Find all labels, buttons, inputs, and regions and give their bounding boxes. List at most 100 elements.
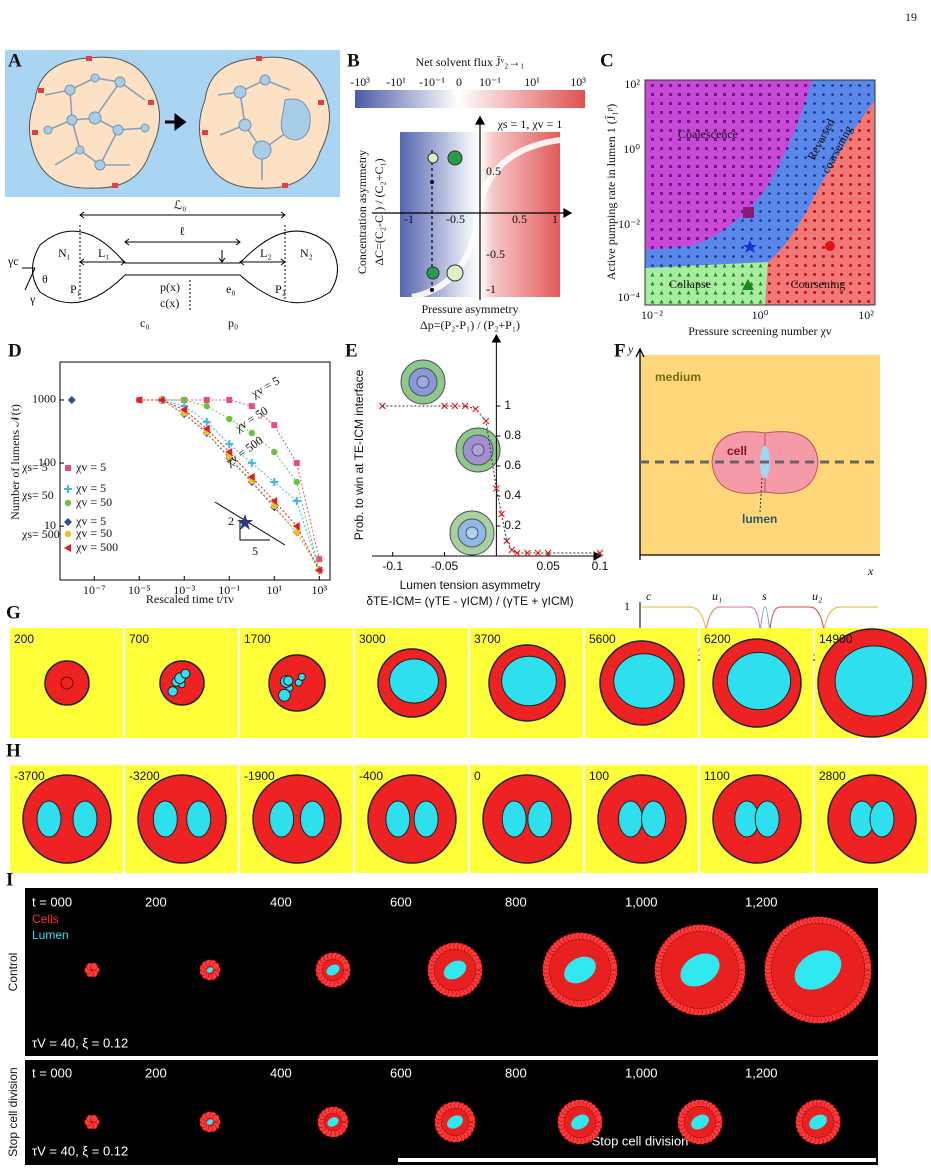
time-label: -3200 (129, 769, 160, 783)
label: medium (655, 370, 701, 384)
point (180, 405, 188, 414)
label: ℓ (179, 224, 185, 238)
series-line (161, 399, 320, 571)
lumen (834, 645, 914, 717)
colorbar-tick: 10⁻¹ (479, 75, 501, 89)
point (596, 549, 604, 557)
panel-i: Control Stop cell division Cells Lumen τ… (6, 888, 878, 1165)
time-label: 700 (129, 632, 149, 646)
schematic (22, 211, 338, 310)
time-label: 100 (589, 769, 609, 783)
time-label: 3700 (474, 632, 501, 646)
time-label: 1100 (704, 769, 730, 783)
x-tick-label: 10² (858, 308, 874, 322)
lumen (726, 651, 792, 711)
point (226, 396, 233, 403)
y-tick-label: 0.2 (504, 518, 521, 532)
y-tick-label: 100 (38, 455, 56, 469)
lumen (613, 653, 675, 709)
x-tick-label: 10⁻⁷ (83, 583, 106, 597)
frame (644, 79, 876, 306)
y-tick-label: 10⁻⁴ (617, 290, 640, 304)
cell (594, 1114, 603, 1122)
time-label: -400 (359, 769, 383, 783)
point (492, 485, 500, 492)
lumen (809, 1114, 827, 1130)
legend-marker (64, 544, 71, 552)
lumen (72, 800, 98, 838)
region-label: Collapse (669, 277, 711, 291)
panel-c: C Coalescence Reversed coarsening Collap… (600, 50, 876, 338)
x-formula: Δp=(P₂-P₁) / (P₂+P₁) (420, 318, 520, 332)
point (248, 403, 255, 410)
lumen (385, 800, 411, 838)
lumen (152, 800, 178, 838)
legend-label: χv = 50 (75, 495, 112, 509)
label: P₂ (275, 282, 286, 296)
legend-marker (64, 530, 72, 538)
panel-label: C (600, 50, 614, 71)
y-label: Prob. to win at TE-ICM interface (352, 369, 366, 540)
point (292, 497, 301, 506)
time-label: 3000 (359, 632, 386, 646)
lumen (60, 676, 74, 690)
point (482, 417, 490, 425)
lumen (564, 956, 596, 984)
label: lumen (742, 512, 777, 526)
cell (474, 962, 483, 970)
legend-group: χs= 50 (21, 488, 54, 502)
x-label: Lumen tension asymmetry (400, 578, 541, 592)
e-icons (400, 359, 501, 556)
embryo-before (29, 56, 161, 189)
point (270, 478, 279, 487)
annotation: 2 (228, 514, 234, 528)
time-label: 14900 (819, 632, 853, 646)
time-label: t = 000 (32, 894, 72, 909)
colorbar-tick: -10⁻¹ (419, 75, 445, 89)
page-number: 19 (905, 10, 917, 24)
cell (340, 1114, 349, 1122)
note: Stop cell division (592, 1133, 689, 1148)
x-tick-label: 10⁻² (641, 308, 663, 322)
lumen (413, 800, 439, 838)
point (508, 546, 516, 554)
region-coarsening (765, 100, 875, 305)
lumen (167, 686, 178, 697)
panel-label: I (6, 869, 13, 890)
embryo (252, 774, 342, 864)
y-tick-label: 0.5 (486, 164, 501, 178)
legend-lumen: Lumen (32, 928, 69, 942)
label: L₁ (98, 246, 110, 260)
point (315, 566, 323, 575)
time-label: 600 (390, 1065, 412, 1080)
point (226, 415, 233, 423)
star (237, 514, 253, 530)
pointer (759, 477, 763, 513)
snapshots: 200 700 1700 3000 3700 5600 6200 14900 -3700 -320… (10, 628, 928, 873)
embryo (482, 774, 572, 864)
cell (90, 962, 98, 971)
lumen (527, 800, 553, 838)
point (378, 402, 386, 410)
lumen (277, 688, 291, 702)
legend-marker (65, 465, 71, 471)
x-label: Rescaled time t/τv (146, 592, 234, 606)
time-label: 1,200 (745, 1065, 778, 1080)
x-formula: δTE-ICM= (γTE - γICM) / (γTE + γICM) (366, 594, 573, 608)
y-tick-label: -0.5 (486, 247, 505, 261)
point (498, 510, 505, 518)
x-label: Pressure asymmetry (422, 302, 519, 316)
colorbar-tick: 10¹ (524, 75, 540, 89)
profile-label: c (646, 589, 652, 603)
series-line (139, 399, 320, 571)
point (248, 429, 255, 437)
y-tick-label: 0.8 (504, 428, 521, 442)
params: τV = 40, ξ = 0.12 (32, 1143, 128, 1158)
embryo (44, 660, 90, 706)
axis-label: y (627, 342, 634, 356)
label: γc (7, 254, 19, 268)
embryo (22, 774, 112, 864)
point (316, 556, 323, 563)
label: cell (727, 444, 747, 458)
